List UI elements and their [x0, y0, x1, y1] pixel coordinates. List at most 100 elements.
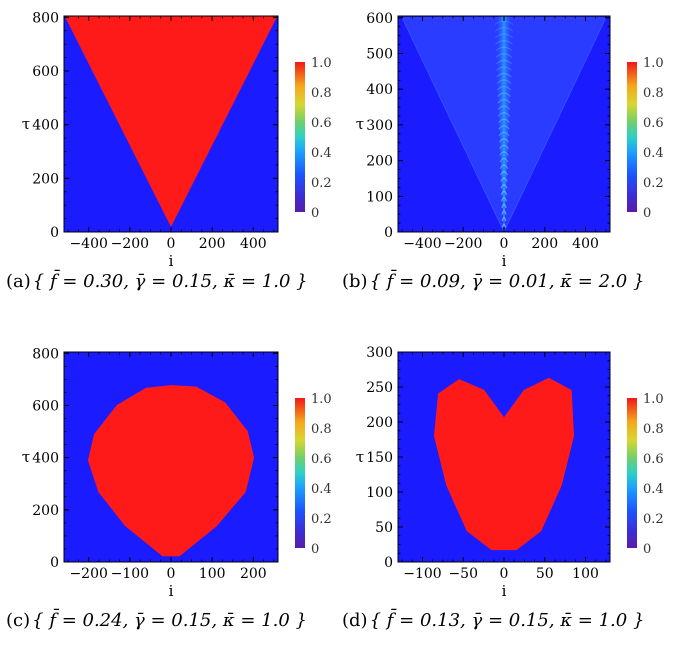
x-axis-label-d: i	[502, 582, 507, 600]
x-tick-label-b--200: −200	[444, 236, 482, 252]
x-axis-label-a: i	[169, 252, 174, 270]
y-tick-label-a-0: 0	[50, 225, 59, 241]
caption-c: (c){ f̄ = 0.24, γ̄ = 0.15, κ̄ = 1.0 }	[6, 610, 307, 631]
caption-b: (b){ f̄ = 0.09, γ̄ = 0.01, κ̄ = 2.0 }	[342, 271, 644, 292]
x-tick-label-b-0: 0	[500, 236, 509, 252]
caption-d-params: { f̄ = 0.13, γ̄ = 0.15, κ̄ = 1.0 }	[369, 610, 645, 631]
x-tick-label-a-400: 400	[240, 236, 267, 252]
heatmap-field-c	[87, 385, 255, 557]
colorbar-tick-label-c-1: 0.2	[311, 512, 332, 527]
colorbar-tick-label-c-3: 0.6	[311, 452, 332, 467]
colorbar-tick-label-d-0: 0	[643, 542, 651, 557]
ticks-b	[398, 16, 610, 233]
colorbar-d	[627, 398, 637, 548]
panel-c: −200 −100 0 100 200 0 200 400 600 800 i τ 0 0.2 0.4 0.6…	[22, 346, 332, 600]
x-tick-label-a--400: −400	[69, 236, 107, 252]
panel-d: −100 −50 0 50 100 0 50 100 150 200 250 300 i τ 0 0.2 0.4…	[356, 345, 664, 600]
colorbar-c	[295, 398, 305, 548]
x-tick-label-c-0: 0	[167, 566, 176, 582]
x-tick-label-b-400: 400	[572, 236, 599, 252]
x-tick-label-b--400: −400	[403, 236, 441, 252]
colorbar-tick-label-c-4: 0.8	[311, 422, 332, 437]
y-tick-label-b-500: 500	[366, 46, 393, 62]
y-tick-label-c-800: 800	[32, 346, 59, 362]
colorbar-tick-label-a-3: 0.6	[311, 116, 332, 131]
y-tick-label-d-250: 250	[366, 380, 393, 396]
y-tick-label-d-300: 300	[366, 345, 393, 361]
y-tick-label-c-400: 400	[32, 451, 59, 467]
caption-d: (d){ f̄ = 0.13, γ̄ = 0.15, κ̄ = 1.0 }	[342, 610, 644, 631]
x-tick-label-c--200: −200	[69, 566, 107, 582]
x-tick-label-d-50: 50	[536, 566, 554, 582]
x-tick-label-a-0: 0	[167, 236, 176, 252]
colorbar-tick-label-b-2: 0.4	[643, 146, 664, 161]
y-tick-label-d-150: 150	[366, 450, 393, 466]
colorbar-tick-label-b-0: 0	[643, 206, 651, 221]
colorbar-tick-label-d-5: 1.0	[643, 392, 664, 407]
central-beam-b	[494, 16, 514, 232]
x-tick-label-c-100: 100	[199, 566, 226, 582]
y-tick-label-a-200: 200	[32, 171, 59, 187]
colorbar-tick-label-d-4: 0.8	[643, 422, 664, 437]
y-tick-label-b-600: 600	[366, 11, 393, 27]
caption-d-label: (d)	[342, 610, 368, 631]
y-axis-label-d: τ	[356, 448, 364, 466]
colorbar-a	[295, 62, 305, 212]
caption-a-label: (a)	[6, 271, 31, 292]
caption-a: (a){ f̄ = 0.30, γ̄ = 0.15, κ̄ = 1.0 }	[6, 271, 308, 292]
x-tick-label-d--50: −50	[448, 566, 478, 582]
x-tick-label-c-200: 200	[240, 566, 267, 582]
y-tick-label-a-400: 400	[32, 118, 59, 134]
ticks-d	[398, 351, 610, 563]
x-tick-label-d-100: 100	[572, 566, 599, 582]
x-tick-label-c--100: −100	[111, 566, 149, 582]
y-tick-label-c-0: 0	[50, 555, 59, 571]
caption-b-label: (b)	[342, 271, 368, 292]
colorbar-tick-label-d-3: 0.6	[643, 452, 664, 467]
y-axis-label-b: τ	[356, 115, 364, 133]
x-tick-label-d--100: −100	[403, 566, 441, 582]
y-axis-label-a: τ	[22, 115, 30, 133]
x-tick-label-b-200: 200	[531, 236, 558, 252]
colorbar-tick-label-d-2: 0.4	[643, 482, 664, 497]
y-tick-label-b-400: 400	[366, 82, 393, 98]
y-axis-label-c: τ	[22, 448, 30, 466]
beam-ridges-b	[494, 20, 514, 228]
colorbar-tick-label-c-5: 1.0	[311, 392, 332, 407]
colorbar-tick-label-a-0: 0	[311, 206, 319, 221]
colorbar-tick-label-c-2: 0.4	[311, 482, 332, 497]
colorbar-tick-label-a-1: 0.2	[311, 176, 332, 191]
x-axis-label-b: i	[502, 252, 507, 270]
x-tick-label-a-200: 200	[199, 236, 226, 252]
panel-b: −400 −200 0 200 400 0 100 200 300 400 500 600 i τ 0 0.2…	[356, 11, 664, 270]
x-tick-label-a--200: −200	[111, 236, 149, 252]
heatmap-field-d	[433, 377, 575, 551]
ticks-c	[64, 352, 278, 563]
colorbar-tick-label-b-1: 0.2	[643, 176, 664, 191]
y-tick-label-d-50: 50	[375, 520, 393, 536]
y-tick-label-b-0: 0	[384, 225, 393, 241]
colorbar-tick-label-a-2: 0.4	[311, 146, 332, 161]
colorbar-tick-label-d-1: 0.2	[643, 512, 664, 527]
x-tick-label-d-0: 0	[500, 566, 509, 582]
y-tick-label-b-200: 200	[366, 154, 393, 170]
colorbar-tick-label-b-5: 1.0	[643, 56, 664, 71]
y-tick-label-c-600: 600	[32, 398, 59, 414]
y-tick-label-d-0: 0	[384, 555, 393, 571]
active-region-c	[87, 385, 255, 557]
colorbar-tick-label-b-4: 0.8	[643, 86, 664, 101]
caption-c-label: (c)	[6, 610, 31, 631]
y-tick-label-d-200: 200	[366, 415, 393, 431]
active-region-d	[433, 377, 575, 551]
y-tick-label-a-600: 600	[32, 64, 59, 80]
y-tick-label-b-300: 300	[366, 118, 393, 134]
x-axis-label-c: i	[169, 582, 174, 600]
colorbar-tick-label-a-4: 0.8	[311, 86, 332, 101]
ticks-a	[64, 16, 278, 233]
colorbar-b	[627, 62, 637, 212]
colorbar-tick-label-a-5: 1.0	[311, 56, 332, 71]
colorbar-tick-label-b-3: 0.6	[643, 116, 664, 131]
y-tick-label-d-100: 100	[366, 485, 393, 501]
